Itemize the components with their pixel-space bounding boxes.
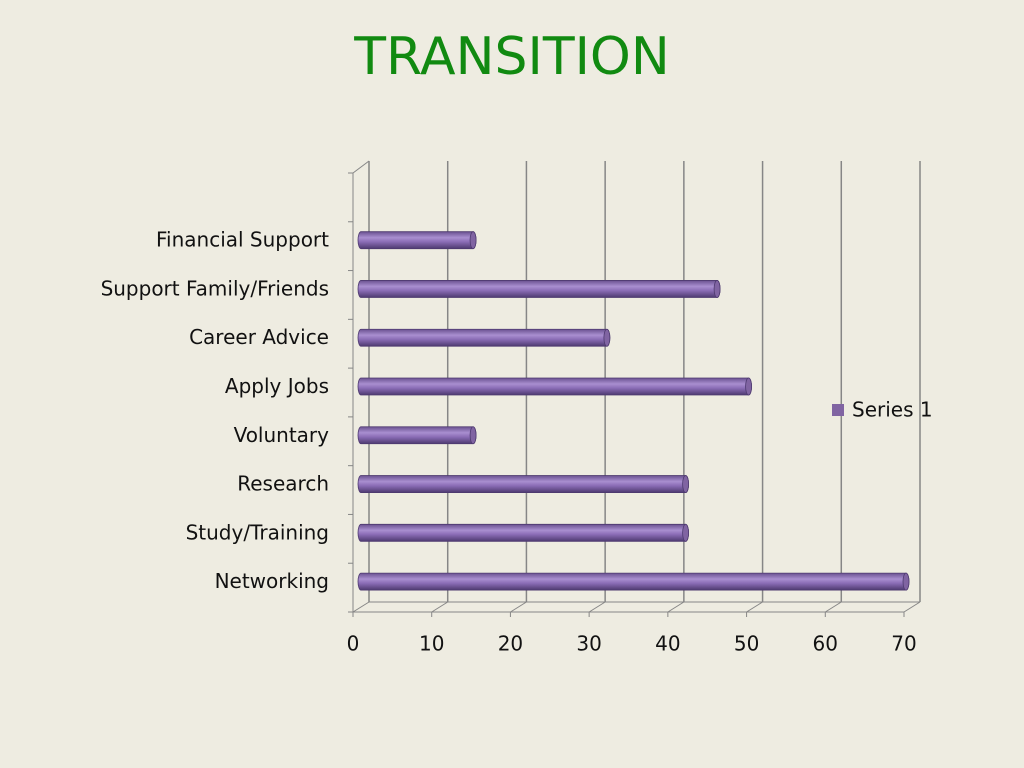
grid-line — [903, 601, 921, 613]
bar — [357, 572, 910, 591]
grid-line — [588, 601, 606, 613]
x-tick-label: 50 — [734, 632, 759, 656]
x-tick-label: 20 — [498, 632, 523, 656]
grid-line — [352, 601, 370, 613]
grid-line — [510, 601, 527, 613]
bar-cap — [713, 280, 721, 298]
x-tick-label: 40 — [655, 632, 680, 656]
bar — [357, 280, 721, 298]
x-tick-label: 60 — [813, 632, 838, 656]
bar-cap — [469, 231, 477, 250]
y-tick-label: Networking — [215, 569, 329, 593]
legend-swatch — [832, 404, 844, 416]
grid-line — [431, 601, 448, 613]
y-tick-label: Study/Training — [186, 520, 329, 544]
bar-cap — [902, 572, 910, 591]
y-tick-label: Apply Jobs — [225, 374, 329, 398]
bar — [357, 328, 611, 347]
x-tick-label: 0 — [347, 632, 360, 656]
chart-title: TRANSITION — [353, 27, 670, 87]
x-tick-label: 70 — [891, 632, 916, 656]
bar — [357, 523, 689, 542]
grid-line — [667, 601, 685, 613]
bar-cap — [469, 426, 477, 445]
axis-line — [352, 160, 370, 174]
bar — [357, 475, 689, 493]
grid-line — [746, 601, 763, 613]
bar — [357, 377, 752, 396]
y-tick-label: Support Family/Friends — [101, 276, 329, 300]
bar-cap — [603, 328, 611, 347]
y-tick-label: Career Advice — [189, 325, 329, 349]
y-tick-label: Voluntary — [234, 423, 330, 447]
bar-cap — [745, 377, 752, 396]
y-tick-label: Research — [237, 472, 329, 496]
x-tick-label: 30 — [576, 632, 601, 656]
x-tick-label: 10 — [419, 632, 444, 656]
bar — [357, 231, 477, 250]
bar-cap — [682, 523, 689, 542]
legend-label: Series 1 — [852, 398, 933, 422]
y-tick-label: Financial Support — [156, 228, 329, 252]
bar-cap — [682, 475, 689, 493]
grid-line — [825, 601, 842, 613]
bar — [357, 426, 477, 445]
